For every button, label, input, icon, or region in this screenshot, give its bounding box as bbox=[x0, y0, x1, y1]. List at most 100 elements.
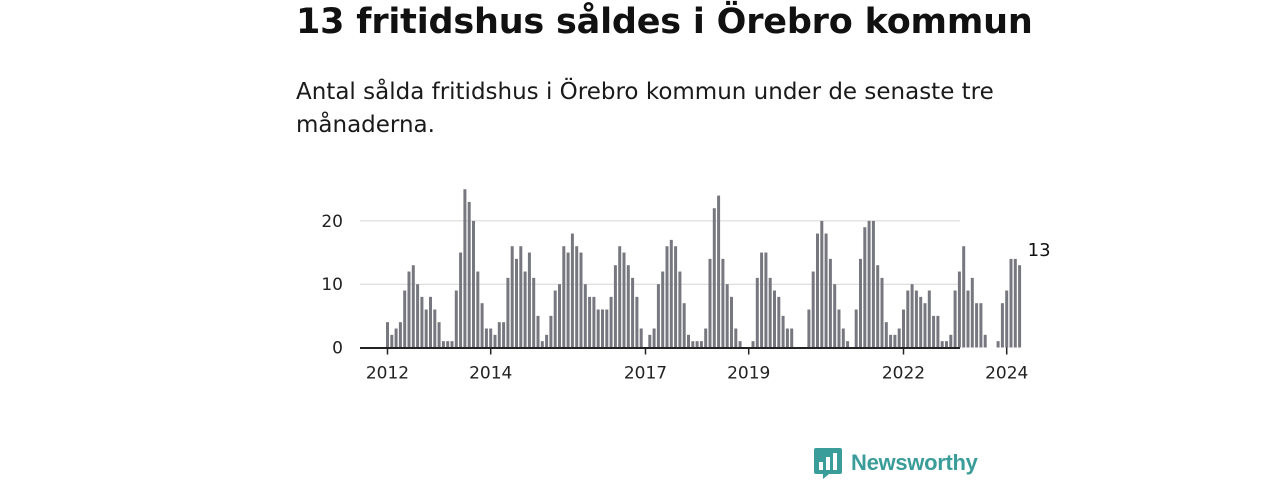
bar bbox=[510, 246, 514, 348]
bar bbox=[932, 315, 936, 348]
bar bbox=[773, 290, 776, 348]
y-tick-label: 10 bbox=[321, 275, 343, 295]
bar bbox=[781, 315, 785, 348]
bar bbox=[721, 258, 725, 348]
bar bbox=[661, 271, 665, 348]
bar bbox=[764, 252, 768, 348]
x-tick-label: 2024 bbox=[985, 364, 1028, 384]
bar bbox=[639, 328, 643, 348]
bar bbox=[785, 328, 789, 348]
chart-subtitle: Antal sålda fritidshus i Örebro kommun u… bbox=[296, 79, 994, 138]
bar bbox=[433, 309, 437, 348]
bar bbox=[648, 334, 652, 348]
bar bbox=[588, 296, 592, 348]
y-axis-ticks: 0 10 20 bbox=[321, 212, 343, 359]
bar bbox=[755, 277, 759, 348]
bar bbox=[394, 328, 398, 348]
bar bbox=[450, 341, 454, 348]
bar bbox=[1018, 265, 1022, 348]
bar bbox=[828, 258, 832, 348]
bar bbox=[760, 252, 764, 348]
bar bbox=[463, 189, 467, 348]
bar bbox=[837, 309, 841, 348]
bar bbox=[467, 201, 471, 348]
bar bbox=[441, 341, 445, 348]
bar bbox=[824, 233, 828, 348]
bar bbox=[876, 265, 880, 348]
bar bbox=[734, 328, 738, 348]
bar bbox=[966, 290, 970, 348]
bar bbox=[605, 309, 609, 348]
bar bbox=[811, 271, 815, 348]
bar bbox=[730, 296, 733, 348]
bar bbox=[527, 252, 531, 348]
bar bbox=[515, 258, 518, 348]
x-axis-ticks: 2012 2014 2017 2019 2022 2024 bbox=[366, 347, 1028, 384]
bar bbox=[622, 252, 626, 348]
bar bbox=[502, 322, 506, 348]
bar bbox=[484, 328, 488, 348]
bar bbox=[738, 341, 742, 348]
bar bbox=[936, 315, 940, 348]
bar bbox=[403, 290, 407, 348]
bar bbox=[816, 233, 819, 348]
bar bbox=[953, 290, 957, 348]
bar bbox=[1000, 303, 1004, 348]
bar bbox=[846, 341, 850, 348]
bar bbox=[1013, 258, 1017, 348]
bar bbox=[820, 220, 824, 348]
bar bbox=[454, 290, 458, 348]
bar bbox=[854, 309, 858, 348]
bar bbox=[631, 277, 635, 348]
bar bbox=[708, 258, 712, 348]
bar bbox=[841, 328, 845, 348]
bar bbox=[695, 341, 699, 348]
y-tick-label: 0 bbox=[332, 339, 343, 359]
bar bbox=[914, 290, 918, 348]
bar bbox=[411, 265, 415, 348]
bar bbox=[497, 322, 501, 348]
bar bbox=[424, 309, 428, 348]
bar bbox=[682, 303, 686, 348]
bar bbox=[592, 296, 596, 348]
bar bbox=[880, 277, 884, 348]
bar bbox=[613, 265, 617, 348]
bar bbox=[884, 322, 888, 348]
bar bbox=[575, 246, 579, 348]
bar bbox=[618, 246, 622, 348]
chart-title: 13 fritidshus såldes i Örebro kommun bbox=[296, 2, 1033, 42]
bar bbox=[549, 315, 553, 348]
bar bbox=[777, 296, 781, 348]
bar bbox=[910, 284, 914, 348]
bar bbox=[579, 252, 583, 348]
bar bbox=[532, 277, 536, 348]
bar bbox=[523, 271, 527, 348]
bar bbox=[506, 277, 510, 348]
bar bbox=[570, 233, 574, 348]
bar bbox=[437, 322, 441, 348]
bar bbox=[833, 284, 837, 348]
bar bbox=[906, 290, 910, 348]
bar bbox=[962, 246, 966, 348]
bar bbox=[596, 309, 600, 348]
bar bbox=[665, 246, 669, 348]
brand-name: Newsworthy bbox=[851, 450, 978, 475]
bar bbox=[407, 271, 411, 348]
bar bbox=[652, 328, 656, 348]
bar bbox=[609, 296, 613, 348]
bar bbox=[398, 322, 402, 348]
bar bbox=[699, 341, 703, 348]
bar bbox=[768, 277, 772, 348]
bar bbox=[566, 252, 570, 348]
bar bbox=[863, 227, 867, 348]
x-tick-label: 2017 bbox=[624, 364, 667, 384]
bar bbox=[751, 341, 755, 348]
bar bbox=[601, 309, 604, 348]
bar bbox=[489, 328, 493, 348]
bar bbox=[678, 271, 682, 348]
bar bbox=[446, 341, 450, 348]
bar bbox=[472, 220, 475, 348]
bar bbox=[687, 334, 690, 348]
bar bbox=[923, 303, 927, 348]
bar bbox=[790, 328, 794, 348]
